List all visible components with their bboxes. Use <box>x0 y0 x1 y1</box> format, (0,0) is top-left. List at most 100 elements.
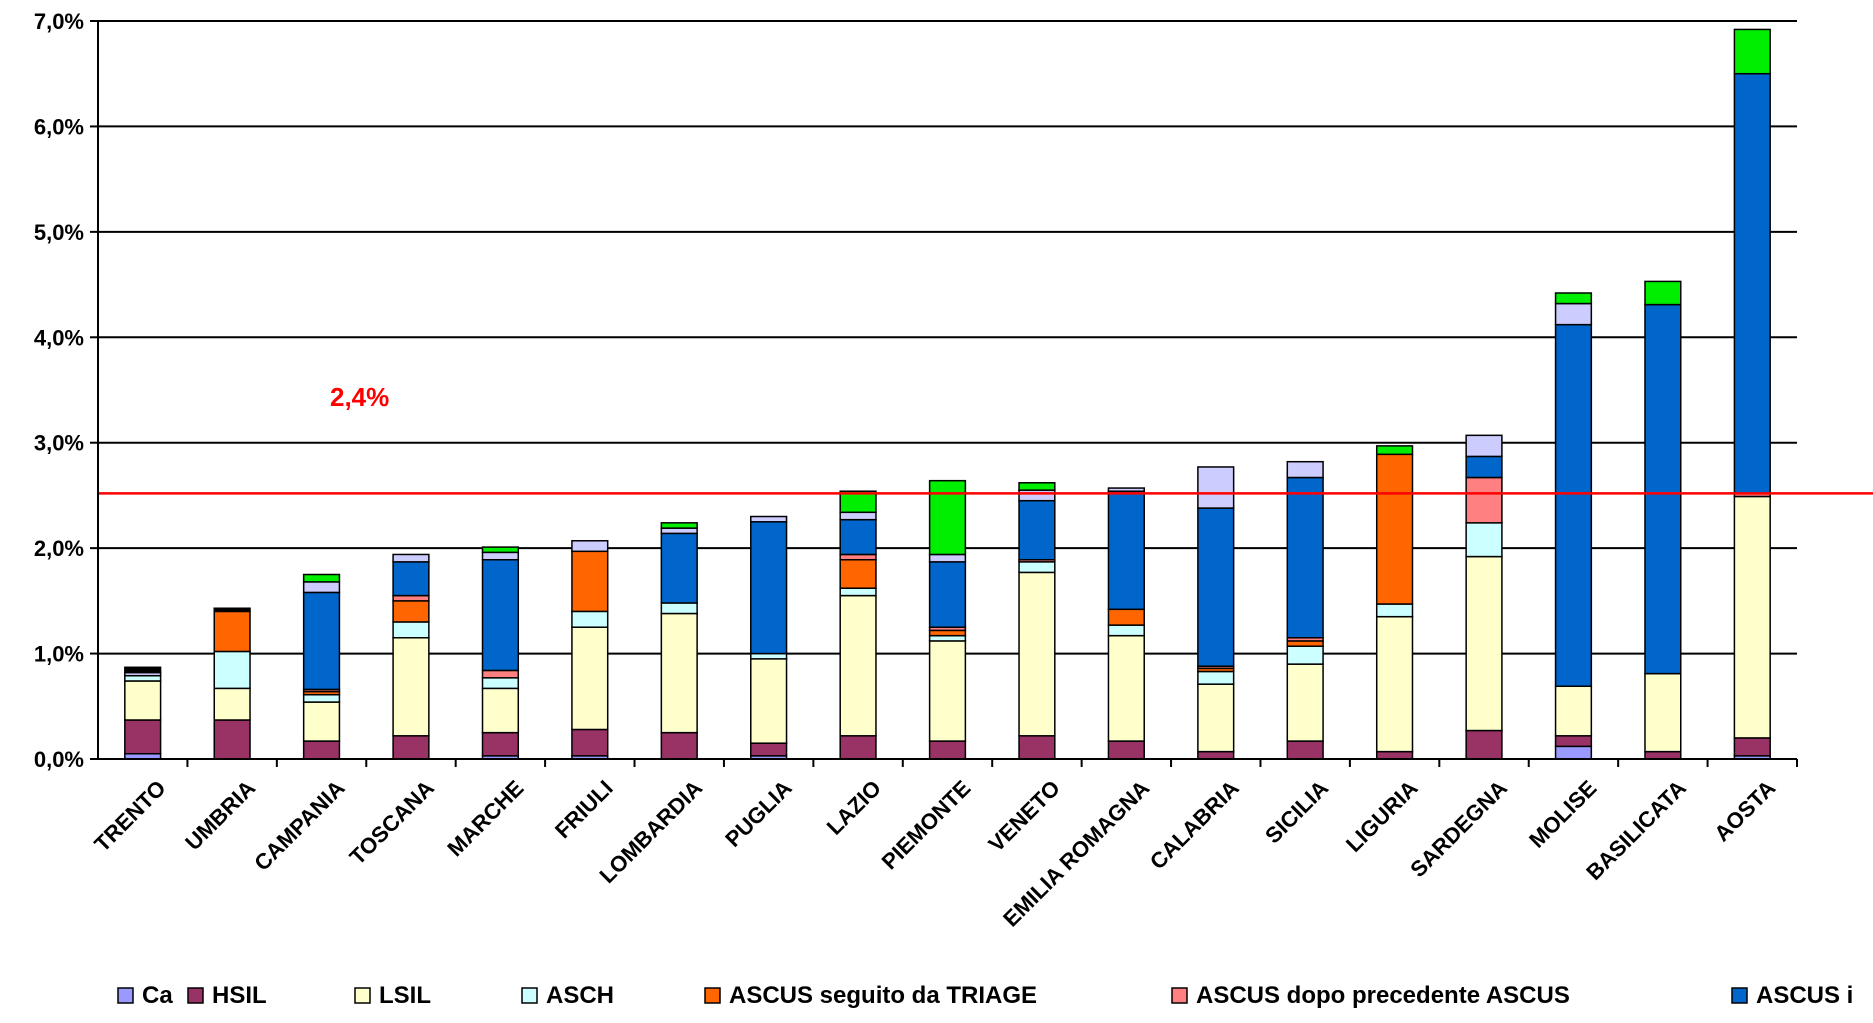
bar-segment <box>1465 434 1503 458</box>
legend-swatch <box>117 987 134 1004</box>
bar-segment <box>839 558 877 589</box>
bar-segment <box>1375 445 1414 456</box>
bar-segment <box>839 553 877 561</box>
x-tick-label: PIEMONTE <box>877 775 976 874</box>
bar-segment <box>571 550 609 613</box>
bar-segment <box>392 600 430 623</box>
x-tick-label: EMILIA ROMAGNA <box>998 775 1154 931</box>
legend-swatch <box>187 987 204 1004</box>
bar-segment <box>839 587 877 597</box>
x-tick-label: AOSTA <box>1709 775 1780 846</box>
bar-segment <box>213 607 251 613</box>
bar-segment <box>1286 460 1324 479</box>
bar-segment <box>1018 735 1056 760</box>
y-tick-label: 3,0% <box>34 431 84 456</box>
reference-line-label: 2,4% <box>330 382 389 412</box>
bar-segment <box>481 546 520 554</box>
bar-segment <box>1286 645 1324 665</box>
bar-segment <box>928 553 967 563</box>
bar-segment <box>1465 455 1503 479</box>
bar-segment <box>1554 735 1593 748</box>
y-tick-label: 6,0% <box>34 114 84 139</box>
y-tick-label: 7,0% <box>34 9 84 34</box>
bar-segment <box>1375 615 1414 753</box>
bar-segment <box>660 532 698 604</box>
x-tick-label: CAMPANIA <box>249 775 349 875</box>
bar-segment <box>1107 487 1145 492</box>
bar-segment <box>750 658 788 744</box>
y-tick-label: 5,0% <box>34 220 84 245</box>
bar-segment <box>1644 672 1682 753</box>
bar-segment <box>1554 685 1593 737</box>
bar-segment <box>392 553 430 563</box>
bar-segment <box>302 591 341 691</box>
reference-line-group: 2,4% <box>98 382 1873 495</box>
x-tick-label: CALABRIA <box>1145 775 1244 874</box>
bar-segment <box>571 626 609 731</box>
bar-segment <box>928 629 967 637</box>
bar-segment <box>660 602 698 615</box>
bar-segment <box>481 558 520 672</box>
bar-segment <box>392 637 430 737</box>
bar-segment <box>1375 453 1414 605</box>
bar-segment <box>839 735 877 760</box>
bar-segment <box>1018 561 1056 574</box>
bar-segment <box>302 701 341 742</box>
bar-segment <box>928 740 967 760</box>
bar-segment <box>481 687 520 734</box>
bar-segment <box>750 521 788 655</box>
bar-segment <box>1107 608 1145 626</box>
bar-segment <box>1733 737 1771 757</box>
bar-segment <box>750 652 788 660</box>
legend-swatch <box>704 987 721 1004</box>
legend-swatch <box>1171 987 1188 1004</box>
x-tick-label: FRIULI <box>550 775 618 843</box>
legend-swatch <box>1731 987 1748 1004</box>
legend: Ca HSIL LSIL ASCH ASCUS seguito da TRIAGE ASC… <box>117 982 1853 1009</box>
x-tick-label: SICILIA <box>1260 775 1333 848</box>
bar-segment <box>392 561 430 597</box>
legend-label: HSIL <box>212 982 267 1009</box>
bar-segment <box>1644 750 1682 760</box>
y-tick-label: 0,0% <box>34 747 84 772</box>
bar-segment <box>481 551 520 561</box>
bar-segment <box>571 728 609 757</box>
bar-segment <box>302 581 341 594</box>
bar-segment <box>750 515 788 523</box>
bar-segment <box>1018 499 1056 561</box>
bar-segment <box>660 522 698 529</box>
legend-label: Ca <box>142 982 173 1009</box>
bar-segment <box>1197 466 1235 509</box>
bar-segment <box>1286 640 1324 647</box>
bar-segment <box>1733 72 1771 495</box>
bar-segment <box>660 612 698 734</box>
bar-segment <box>660 527 698 535</box>
x-tick-label: SARDEGNA <box>1405 775 1512 882</box>
bar-segment <box>928 479 967 556</box>
bar-segment <box>839 490 877 514</box>
bar-segment <box>481 731 520 757</box>
bar-segment <box>392 594 430 602</box>
bar-segment <box>302 573 341 583</box>
bar-segment <box>1197 670 1235 685</box>
bar-segment <box>1018 571 1056 737</box>
legend-swatch <box>521 987 538 1004</box>
x-tick-label: MOLISE <box>1524 775 1601 852</box>
bar-segment <box>1465 522 1503 558</box>
bar-segment <box>1733 495 1771 739</box>
bar-segment <box>1465 555 1503 732</box>
bar-segment <box>1554 745 1593 760</box>
bar-segment <box>1554 323 1593 688</box>
bar-segment <box>1554 292 1593 305</box>
bar-segment <box>839 511 877 521</box>
legend-swatch <box>354 987 371 1004</box>
y-tick-label: 2,0% <box>34 536 84 561</box>
x-tick-label: MARCHE <box>442 775 528 861</box>
bar-segment <box>124 674 162 682</box>
bar-segment <box>302 740 341 760</box>
bar-segment <box>1018 482 1056 491</box>
legend-label: ASCH <box>546 982 614 1009</box>
bar-segment <box>1286 740 1324 760</box>
bar-segment <box>1197 683 1235 753</box>
